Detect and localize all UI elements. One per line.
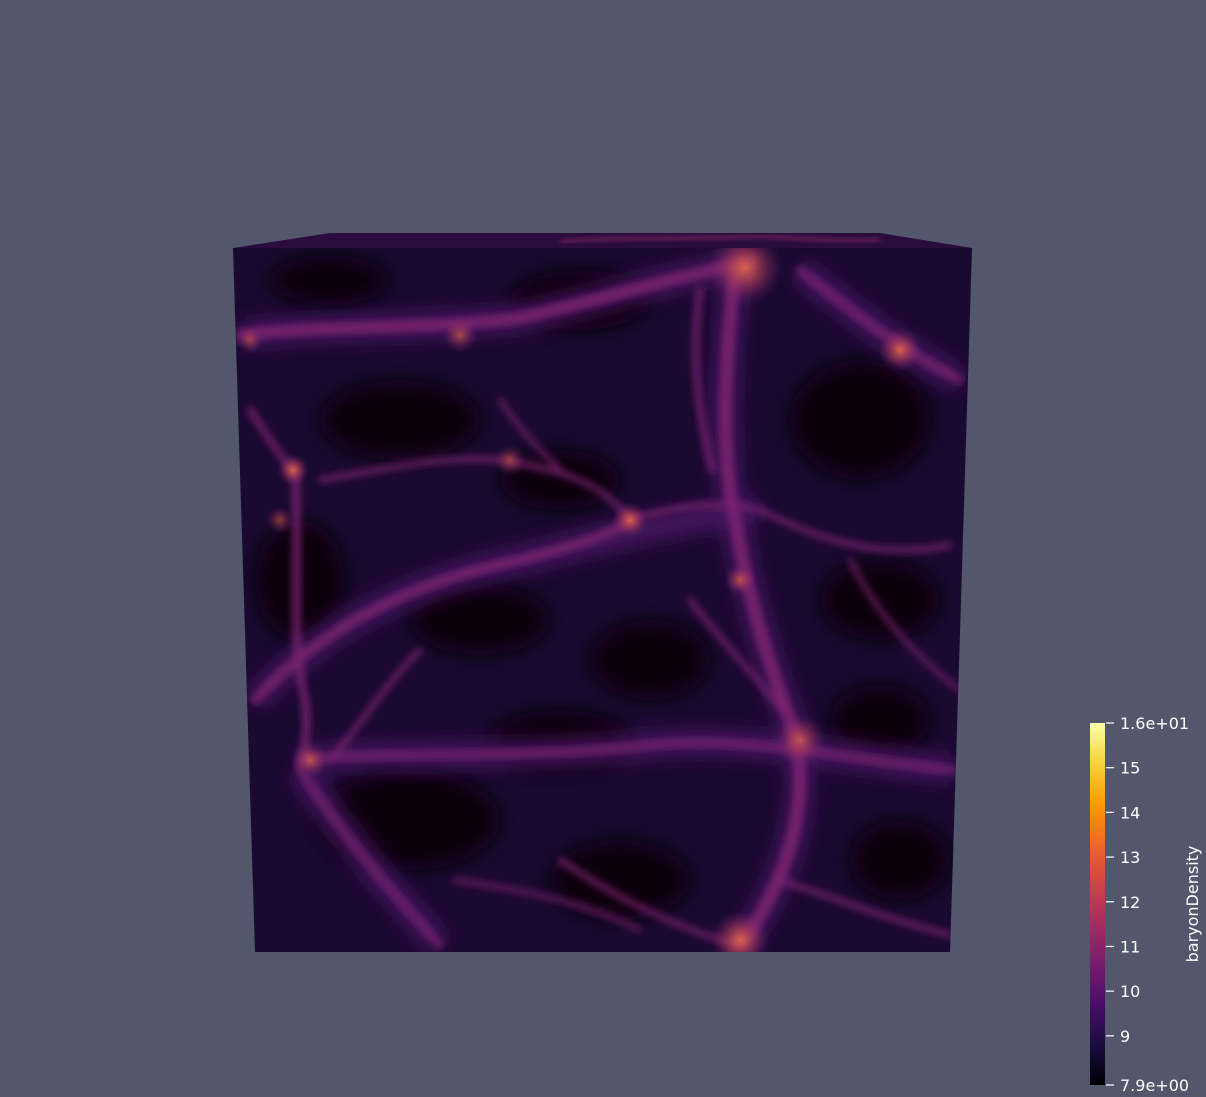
colorbar-tick-label: 10 (1120, 982, 1140, 1001)
colorbar-tick-label: 15 (1120, 759, 1140, 778)
colorbar: 1.6e+01 15 14 13 12 11 10 9 7.9e+00 baryonDensit… (1090, 716, 1202, 1095)
colorbar-gradient (1090, 723, 1105, 1085)
colorbar-tick-label: 11 (1120, 937, 1140, 956)
cube-top-face-filament (559, 233, 881, 244)
cube-front-face (233, 248, 972, 952)
colorbar-title: baryonDensity (1183, 846, 1202, 963)
colorbar-tick-label: 14 (1120, 803, 1140, 822)
colorbar-min-label: 7.9e+00 (1120, 1076, 1189, 1095)
colorbar-tick-label: 9 (1120, 1027, 1130, 1046)
colorbar-max-label: 1.6e+01 (1120, 716, 1189, 733)
colorbar-tick-label: 13 (1120, 848, 1140, 867)
colorbar-tick-label: 12 (1120, 893, 1140, 912)
